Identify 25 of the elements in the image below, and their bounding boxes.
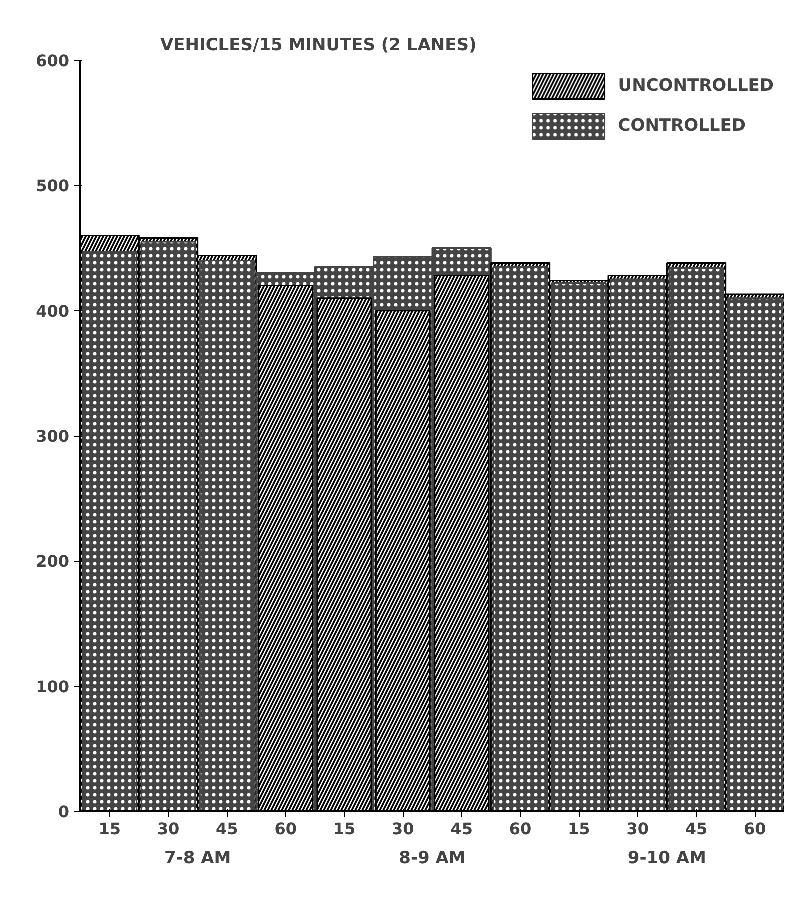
y-tick-label: 600 (36, 52, 70, 70)
legend-label: UNCONTROLLED (618, 76, 774, 96)
y-tick-label: 500 (36, 176, 70, 196)
x-tick-label: 15 (333, 820, 356, 838)
x-tick-label: 30 (626, 820, 649, 838)
x-tick-label: 15 (98, 820, 121, 838)
y-tick-label: 300 (36, 427, 70, 446)
x-tick-label: 45 (450, 820, 473, 838)
text: 7-8 AM (164, 848, 232, 868)
x-tick-label: 60 (274, 820, 297, 838)
text: 8-9 AM (399, 848, 466, 868)
y-tick-label: 100 (36, 677, 70, 696)
x-tick-label: 30 (392, 820, 414, 838)
y-tick-label: 400 (36, 302, 70, 321)
text: 9-10 AM (628, 848, 706, 868)
y-tick-label: 200 (36, 552, 70, 572)
x-tick-label: 30 (157, 820, 180, 838)
x-tick-label: 45 (216, 820, 238, 838)
x-tick-label: 15 (568, 820, 590, 838)
x-tick-label: 60 (509, 820, 532, 838)
y-axis-title: VEHICLES/15 MINUTES (2 LANES) (160, 36, 477, 56)
legend-label: CONTROLLED (618, 116, 746, 136)
x-tick-label: 45 (685, 820, 708, 838)
x-tick-label: 60 (744, 820, 766, 838)
y-tick-label: 0 (58, 802, 70, 822)
